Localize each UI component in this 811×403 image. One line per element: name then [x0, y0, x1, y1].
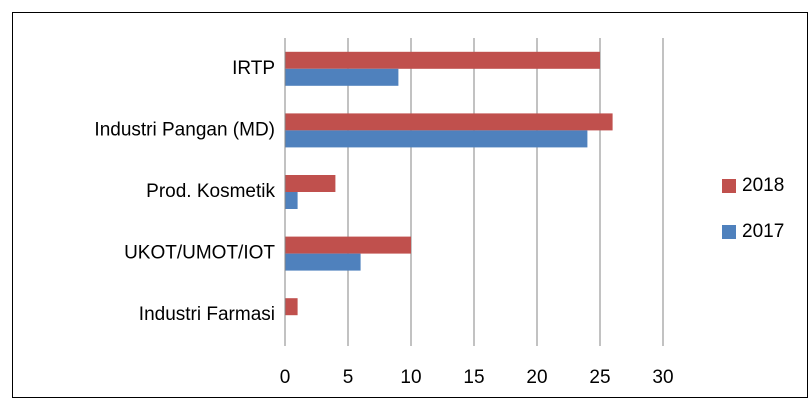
- bar: [285, 113, 613, 131]
- bar: [285, 298, 298, 316]
- x-tick-label: 20: [526, 367, 547, 388]
- x-tick-label: 5: [343, 367, 354, 388]
- bar: [285, 253, 361, 271]
- legend-label: 2017: [742, 221, 784, 242]
- bar: [285, 192, 298, 209]
- x-tick-label: 25: [589, 367, 610, 388]
- legend-swatch: [722, 225, 736, 239]
- bar: [285, 236, 411, 254]
- y-tick-label: Industri Pangan (MD): [94, 119, 275, 140]
- y-tick-label: Prod. Kosmetik: [146, 181, 275, 202]
- x-tick-label: 0: [280, 367, 291, 388]
- bar: [285, 68, 399, 86]
- x-tick-label: 10: [400, 367, 421, 388]
- legend-swatch: [722, 179, 736, 193]
- chart-border: [12, 12, 808, 398]
- x-tick-label: 30: [652, 367, 673, 388]
- y-tick-label: IRTP: [232, 58, 275, 79]
- bar: [285, 130, 588, 148]
- y-tick-label: UKOT/UMOT/IOT: [124, 243, 275, 264]
- x-tick-label: 15: [463, 367, 484, 388]
- bar: [285, 175, 336, 192]
- legend-label: 2018: [742, 175, 784, 196]
- bar: [285, 51, 600, 69]
- y-tick-label: Industri Farmasi: [139, 304, 275, 325]
